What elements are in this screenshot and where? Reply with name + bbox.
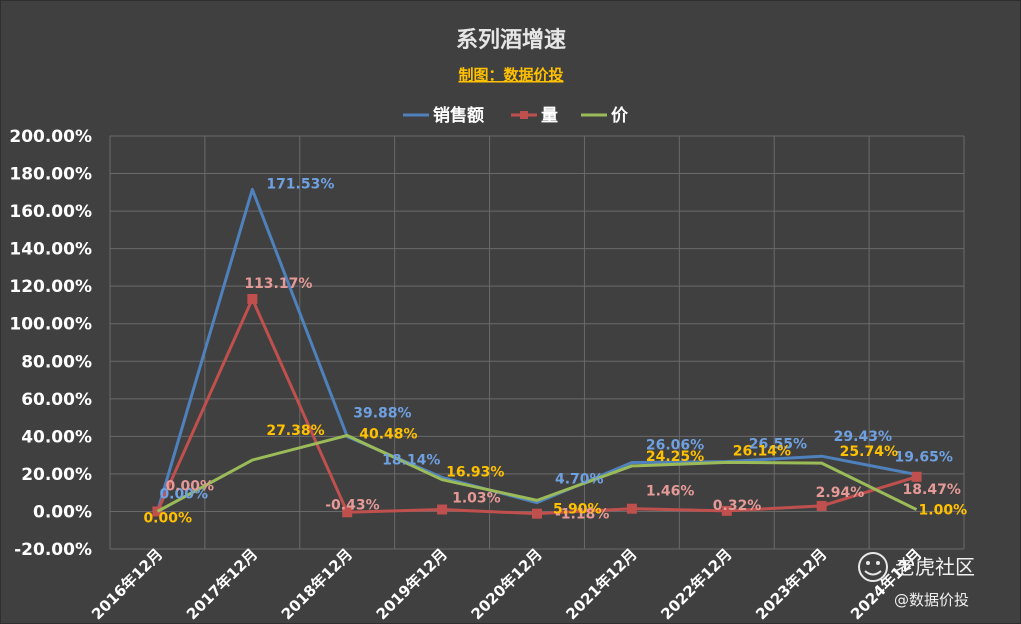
y-tick-label: 60.00% [21,390,92,410]
tiger-logo-icon [858,552,888,582]
legend-label: 价 [611,106,629,126]
watermark: 老虎社区 @数据价投 [858,552,975,609]
x-tick-label: 2016年12月 [88,545,166,623]
y-tick-label: -20.00% [14,540,92,560]
data-label: 40.48% [359,426,417,442]
series-line [156,433,918,513]
x-tick-label: 2018年12月 [278,545,356,623]
data-point [911,471,922,482]
data-label: -1.18% [555,507,609,523]
data-label: 5.90% [553,501,602,517]
watermark-brand: 老虎社区 [895,555,975,579]
chart-title: 系列酒增速 [456,27,566,53]
data-label: 0.00% [143,510,192,526]
data-label: 171.53% [266,176,334,192]
data-label: 25.74% [840,444,898,460]
data-label: -0.43% [325,497,379,513]
data-point [721,505,732,516]
data-label: 19.65% [895,450,953,466]
data-label: 1.00% [919,503,968,519]
y-tick-label: 140.00% [9,240,92,260]
x-tick-label: 2019年12月 [373,545,451,623]
watermark-handle: @数据价投 [894,591,969,609]
data-label: 0.00% [159,486,208,502]
data-label: 26.55% [749,437,807,453]
series-line [156,187,917,512]
data-label: 0.32% [713,498,762,514]
data-label: 29.43% [834,429,892,445]
data-point [816,500,827,511]
data-point [152,506,163,517]
data-label: 2.94% [816,485,865,501]
x-tick-label: 2017年12月 [183,545,261,623]
gridlines [109,135,965,550]
legend-label: 销售额 [433,105,484,126]
series-line [156,297,917,516]
data-label: 113.17% [244,276,312,292]
x-tick-label: 2020年12月 [468,545,546,623]
data-label: 24.25% [646,449,704,465]
data-label: 26.14% [733,443,791,459]
x-tick-label: 2021年12月 [562,545,640,623]
data-label: 18.47% [903,482,961,498]
data-label: 16.93% [446,465,504,481]
x-tick-label: 2022年12月 [657,545,735,623]
data-label: 39.88% [353,406,411,422]
legend-marker [520,111,528,119]
data-point [532,508,542,519]
data-label: 1.46% [646,484,695,500]
y-tick-label: 200.00% [9,127,92,147]
data-label: 4.70% [555,472,604,488]
y-axis-ticks: -20.00% 0.00% 20.00% 40.00% 60.00% 80.00% 100.… [9,127,92,560]
data-label: 26.06% [646,438,704,454]
data-label: 1.03% [452,491,501,507]
y-tick-label: 0.00% [33,502,92,522]
data-point [626,503,637,514]
x-tick-label: 2023年12月 [752,545,830,623]
y-tick-label: 20.00% [21,465,92,485]
series-layer [152,187,922,519]
y-tick-label: 180.00% [9,165,92,185]
y-tick-label: 40.00% [21,427,92,447]
y-tick-label: 100.00% [9,315,92,335]
y-tick-label: 120.00% [9,277,92,297]
data-labels: 0.00% 171.53% 39.88% 18.14% 4.70% 26.06% 26.55… [143,176,967,526]
data-point [437,504,448,515]
data-point [247,294,258,305]
data-label: 0.00% [165,478,214,494]
y-tick-label: 160.00% [9,202,92,222]
data-label: 27.38% [266,423,324,439]
data-label: 18.14% [382,452,440,468]
legend: 销售额 量 价 [403,105,629,126]
legend-label: 量 [541,105,558,126]
chart-subtitle: 制图：数据价投 [458,66,563,84]
x-axis-ticks: 2016年12月 2017年12月 2018年12月 2019年12月 2020年12月… [88,545,925,623]
y-tick-label: 80.00% [21,352,92,372]
data-point [342,507,353,518]
